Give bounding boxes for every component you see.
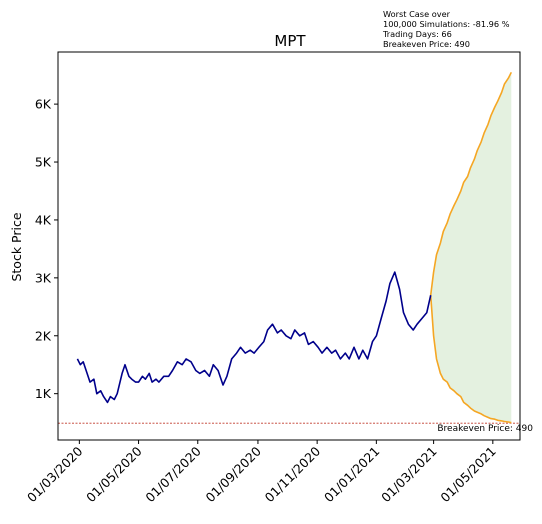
x-tick-label: 01/03/2020 (24, 443, 86, 505)
worst-case-annotation: Worst Case over 100,000 Simulations: -81… (383, 9, 509, 49)
annotation-line: Breakeven Price: 490 (383, 39, 470, 49)
chart-title: MPT (274, 32, 306, 50)
y-tick-label: 2K (35, 328, 52, 343)
y-tick-label: 3K (35, 270, 52, 285)
x-tick-label: 01/01/2021 (321, 444, 383, 506)
x-tick-label: 01/03/2021 (378, 444, 440, 506)
y-tick-label: 6K (35, 97, 52, 112)
x-tick-label: 01/05/2021 (437, 444, 499, 506)
lower-simulation-line (429, 295, 512, 424)
x-tick-label: 01/05/2020 (83, 443, 145, 505)
x-tick-label: 01/07/2020 (142, 443, 204, 505)
y-tick-label: 4K (35, 212, 52, 227)
upper-simulation-line (429, 71, 513, 296)
plot-frame (57, 51, 521, 441)
historical-price-line (76, 271, 432, 404)
annotation-line: Trading Days: 66 (383, 29, 452, 39)
x-tick-label: 01/11/2020 (262, 443, 324, 505)
y-tick-label: 1K (35, 386, 52, 401)
y-axis-label: Stock Price (9, 212, 24, 281)
annotation-line: 100,000 Simulations: -81.96 % (383, 19, 510, 29)
x-tick-label: 01/09/2020 (202, 443, 264, 505)
y-tick-label: 5K (35, 155, 52, 170)
breakeven-label: Breakeven Price: 490 (437, 424, 533, 434)
annotation-line: Worst Case over (383, 9, 450, 19)
simulation-range-fill (430, 72, 512, 423)
